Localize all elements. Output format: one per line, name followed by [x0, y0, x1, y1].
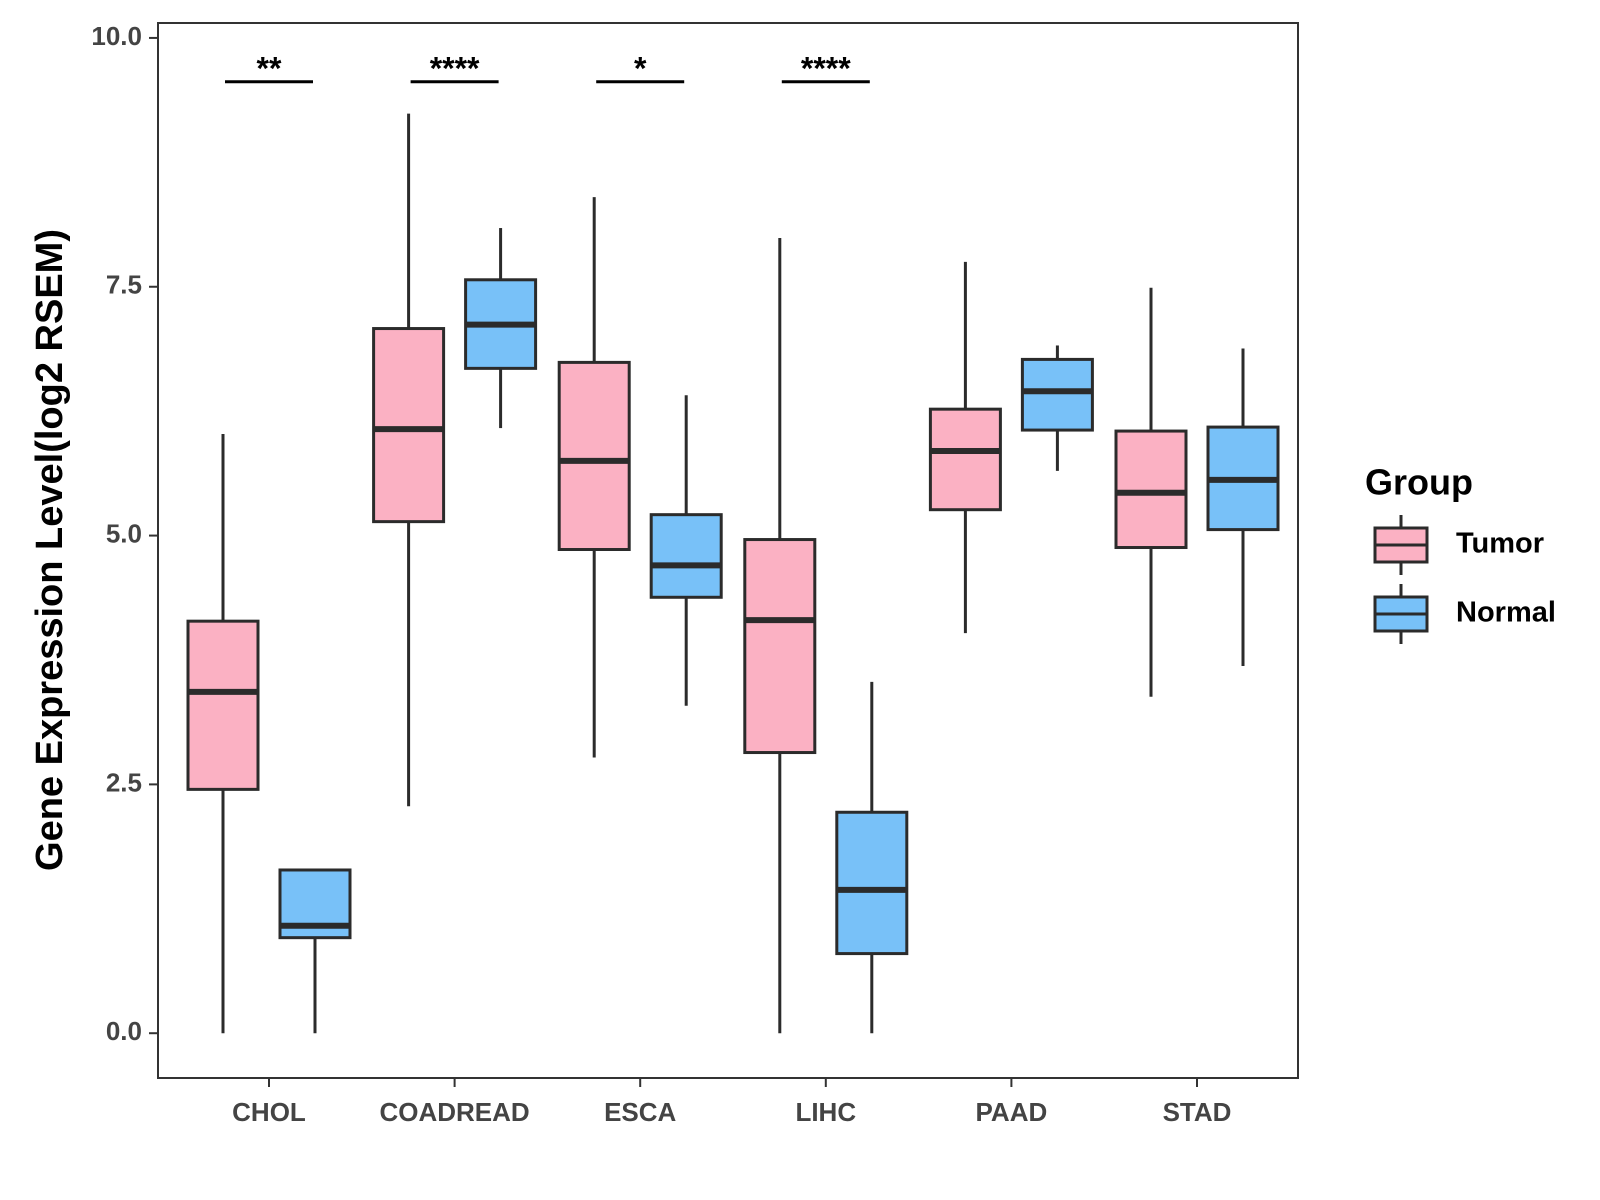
legend-label-tumor: Tumor [1456, 528, 1544, 560]
plot-panel-border [157, 22, 1299, 1079]
box-coadread-normal [464, 228, 538, 429]
box-paad-tumor [928, 261, 1002, 634]
legend-label-normal: Normal [1456, 597, 1556, 629]
y-tick-label: 10.0 [91, 21, 142, 51]
box-body [372, 327, 446, 524]
box-stad-normal [1206, 348, 1280, 666]
box-body [928, 407, 1002, 512]
legend-title: Group [1365, 462, 1473, 503]
legend: Tumor Normal [1373, 515, 1556, 644]
x-tick-label-paad: PAAD [976, 1097, 1048, 1127]
x-axis: CHOL COADREAD ESCA LIHC PAAD STAD [232, 1078, 1231, 1127]
significance-label-lihc: **** [801, 51, 851, 87]
box-lihc-normal [835, 681, 909, 1034]
significance-label-esca: * [634, 51, 647, 87]
y-tick-label: 2.5 [106, 767, 142, 797]
box-esca-normal [649, 395, 723, 706]
box-chol-tumor [186, 434, 260, 1034]
y-tick-label: 5.0 [106, 518, 142, 548]
y-tick-label: 7.5 [106, 270, 142, 300]
box-body [743, 538, 817, 755]
box-body [649, 513, 723, 599]
x-tick-label-esca: ESCA [604, 1097, 676, 1127]
x-tick-label-lihc: LIHC [795, 1097, 856, 1127]
x-tick-label-chol: CHOL [232, 1097, 306, 1127]
significance-label-chol: ** [257, 51, 282, 87]
box-body [186, 619, 260, 791]
box-body [1020, 357, 1094, 432]
y-axis: 0.0 2.5 5.0 7.5 10.0 [91, 21, 158, 1046]
box-body [1114, 429, 1188, 550]
legend-item-tumor: Tumor [1373, 515, 1544, 575]
plot-marks: ** **** * **** [186, 51, 1280, 1034]
x-tick-label-stad: STAD [1163, 1097, 1232, 1127]
box-coadread-tumor [372, 113, 446, 807]
box-esca-tumor [557, 197, 631, 758]
box-paad-normal [1020, 345, 1094, 471]
x-tick-label-coadread: COADREAD [379, 1097, 529, 1127]
box-chol-normal [278, 868, 352, 1034]
y-tick-label: 0.0 [106, 1016, 142, 1046]
y-axis-title: Gene Expression Level(log2 RSEM) [29, 229, 71, 871]
box-body [835, 810, 909, 956]
box-lihc-tumor [743, 237, 817, 1034]
box-body [557, 360, 631, 552]
legend-item-normal: Normal [1373, 584, 1556, 644]
significance-label-coadread: **** [430, 51, 480, 87]
box-stad-tumor [1114, 287, 1188, 697]
